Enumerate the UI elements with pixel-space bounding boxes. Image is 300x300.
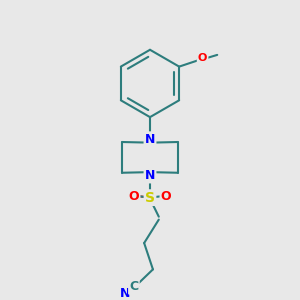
Text: N: N (145, 133, 155, 146)
Text: O: O (161, 190, 171, 203)
Text: C: C (129, 280, 139, 293)
Text: O: O (129, 190, 139, 203)
Text: N: N (145, 169, 155, 182)
Text: O: O (198, 53, 207, 63)
Text: S: S (145, 190, 155, 205)
Text: N: N (120, 287, 130, 300)
